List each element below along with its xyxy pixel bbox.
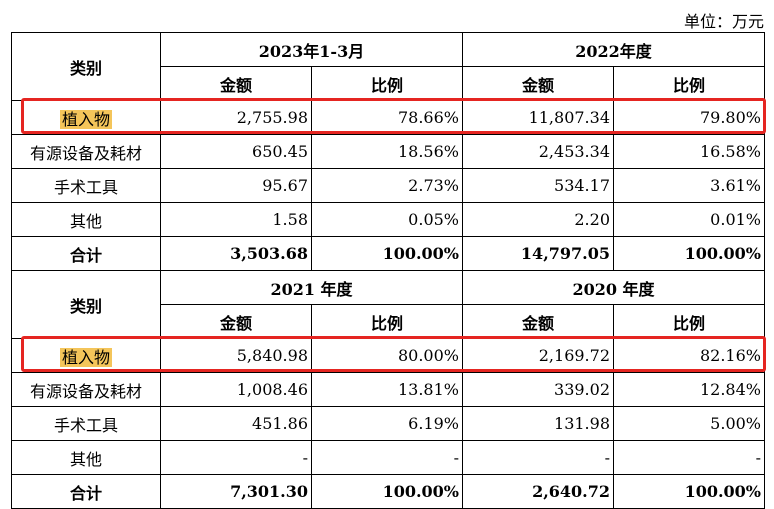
section2-header-row: 类别 2021 年度 2020 年度 [11, 270, 765, 339]
ratio-cell: 16.58% [613, 134, 765, 169]
revenue-table: 类别 2023年1-3月 2022年度 金额 比例 金额 比例 植入物 2,75… [11, 32, 765, 509]
ratio-cell: 5.00% [613, 406, 765, 441]
total-row: 合计 3,503.68 100.00% 14,797.05 100.00% [11, 236, 765, 271]
section1-subheader-row: 金额 比例 金额 比例 [12, 66, 765, 101]
amount-cell: - [462, 440, 614, 475]
total-row: 合计 7,301.30 100.00% 2,640.72 100.00% [11, 474, 765, 509]
category-cell: 植入物 [11, 338, 161, 373]
amount-cell: 95.67 [160, 168, 312, 203]
amount-cell: 1.58 [160, 202, 312, 237]
ratio-cell: 6.19% [311, 406, 463, 441]
amount-cell: 650.45 [160, 134, 312, 169]
table-row: 手术工具 451.86 6.19% 131.98 5.00% [11, 406, 765, 441]
amount-cell: 131.98 [462, 406, 614, 441]
amount-cell: 2,453.34 [462, 134, 614, 169]
table-row: 其他 1.58 0.05% 2.20 0.01% [11, 202, 765, 237]
amount-cell: 534.17 [462, 168, 614, 203]
amount-cell: 14,797.05 [462, 236, 614, 271]
table-row: 手术工具 95.67 2.73% 534.17 3.61% [11, 168, 765, 203]
amount-cell: 2.20 [462, 202, 614, 237]
amount-cell: 11,807.34 [462, 100, 614, 135]
ratio-header: 比例 [613, 304, 765, 339]
category-cell: 有源设备及耗材 [11, 134, 161, 169]
amount-cell: 3,503.68 [160, 236, 312, 271]
table-row: 其他 - - - - [11, 440, 765, 475]
category-header: 类别 [11, 270, 161, 339]
section1-header-row: 类别 2023年1-3月 2022年度 [11, 32, 765, 101]
ratio-cell: 78.66% [311, 100, 463, 135]
category-cell: 手术工具 [11, 406, 161, 441]
annotation-box [21, 98, 766, 134]
category-cell: 其他 [11, 202, 161, 237]
ratio-cell: 82.16% [613, 338, 765, 373]
period-header: 2023年1-3月 [160, 32, 463, 67]
ratio-header: 比例 [613, 66, 765, 101]
amount-header: 金额 [160, 304, 312, 339]
amount-header: 金额 [462, 304, 614, 339]
ratio-cell: 80.00% [311, 338, 463, 373]
category-cell: 植入物 [11, 100, 161, 135]
table-row: 有源设备及耗材 1,008.46 13.81% 339.02 12.84% [11, 372, 765, 407]
amount-cell: 2,640.72 [462, 474, 614, 509]
ratio-cell: 12.84% [613, 372, 765, 407]
ratio-cell: 100.00% [613, 236, 765, 271]
ratio-cell: 3.61% [613, 168, 765, 203]
ratio-cell: 100.00% [613, 474, 765, 509]
amount-cell: 7,301.30 [160, 474, 312, 509]
amount-cell: 5,840.98 [160, 338, 312, 373]
category-cell: 合计 [11, 236, 161, 271]
category-cell: 其他 [11, 440, 161, 475]
table-row: 有源设备及耗材 650.45 18.56% 2,453.34 16.58% [11, 134, 765, 169]
highlighted-category: 植入物 [59, 109, 112, 129]
ratio-cell: 100.00% [311, 236, 463, 271]
category-cell: 有源设备及耗材 [11, 372, 161, 407]
annotation-box [21, 336, 766, 372]
ratio-cell: 13.81% [311, 372, 463, 407]
amount-cell: 451.86 [160, 406, 312, 441]
period-header: 2020 年度 [462, 270, 765, 305]
ratio-cell: 79.80% [613, 100, 765, 135]
category-header: 类别 [11, 32, 161, 101]
amount-cell: 1,008.46 [160, 372, 312, 407]
period-header: 2021 年度 [160, 270, 463, 305]
category-cell: 手术工具 [11, 168, 161, 203]
ratio-header: 比例 [311, 304, 463, 339]
category-cell: 合计 [11, 474, 161, 509]
ratio-cell: 100.00% [311, 474, 463, 509]
period-header: 2022年度 [462, 32, 765, 67]
amount-cell: - [160, 440, 312, 475]
amount-header: 金额 [462, 66, 614, 101]
amount-header: 金额 [160, 66, 312, 101]
ratio-cell: - [613, 440, 765, 475]
ratio-cell: 0.01% [613, 202, 765, 237]
ratio-cell: 2.73% [311, 168, 463, 203]
highlighted-category: 植入物 [59, 347, 112, 367]
unit-label: 单位：万元 [683, 12, 764, 31]
ratio-cell: - [311, 440, 463, 475]
ratio-cell: 0.05% [311, 202, 463, 237]
ratio-cell: 18.56% [311, 134, 463, 169]
amount-cell: 339.02 [462, 372, 614, 407]
ratio-header: 比例 [311, 66, 463, 101]
